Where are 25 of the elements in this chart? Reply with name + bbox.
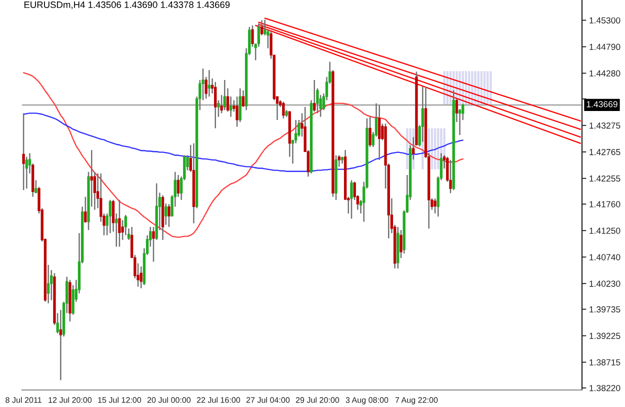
x-tick-label: 7 Aug 22:00 — [395, 397, 438, 404]
y-tick-label: 1.44790 — [590, 44, 620, 50]
y-tick-label: 1.40740 — [590, 254, 620, 260]
y-tick-label: 1.40230 — [590, 280, 620, 287]
y-tick-label: 1.43275 — [590, 122, 620, 129]
y-tick-label: 1.41760 — [590, 201, 620, 208]
x-tick-label: 27 Jul 04:00 — [246, 396, 290, 403]
x-tick-label: 3 Aug 08:00 — [346, 397, 388, 404]
y-tick-label: 1.42765 — [590, 148, 620, 156]
x-tick-label: 12 Jul 20:00 — [48, 396, 92, 403]
x-tick-label: 22 Jul 16:00 — [196, 396, 240, 403]
y-tick-label: 1.39735 — [590, 306, 620, 313]
y-tick-label: 1.38715 — [590, 359, 620, 366]
y-tick-label: 1.41250 — [590, 228, 620, 234]
y-tick-label: 1.45300 — [590, 17, 620, 24]
x-tick-label: 29 Jul 20:00 — [296, 396, 340, 403]
y-tick-label: 1.44280 — [590, 70, 620, 76]
chart-title: EURUSDm,H4 1.43506 1.43690 1.43378 1.43669 — [24, 1, 230, 10]
x-tick-label: 8 Jul 2011 — [6, 396, 42, 403]
x-tick-label: 15 Jul 12:00 — [98, 396, 142, 403]
y-tick-label: 1.42255 — [590, 175, 620, 182]
x-tick-label: 20 Jul 00:00 — [147, 396, 191, 403]
y-tick-label: 1.39225 — [590, 332, 620, 339]
ref-line-label: 1.43669 — [586, 101, 618, 108]
y-tick-label: 1.38220 — [590, 384, 620, 392]
